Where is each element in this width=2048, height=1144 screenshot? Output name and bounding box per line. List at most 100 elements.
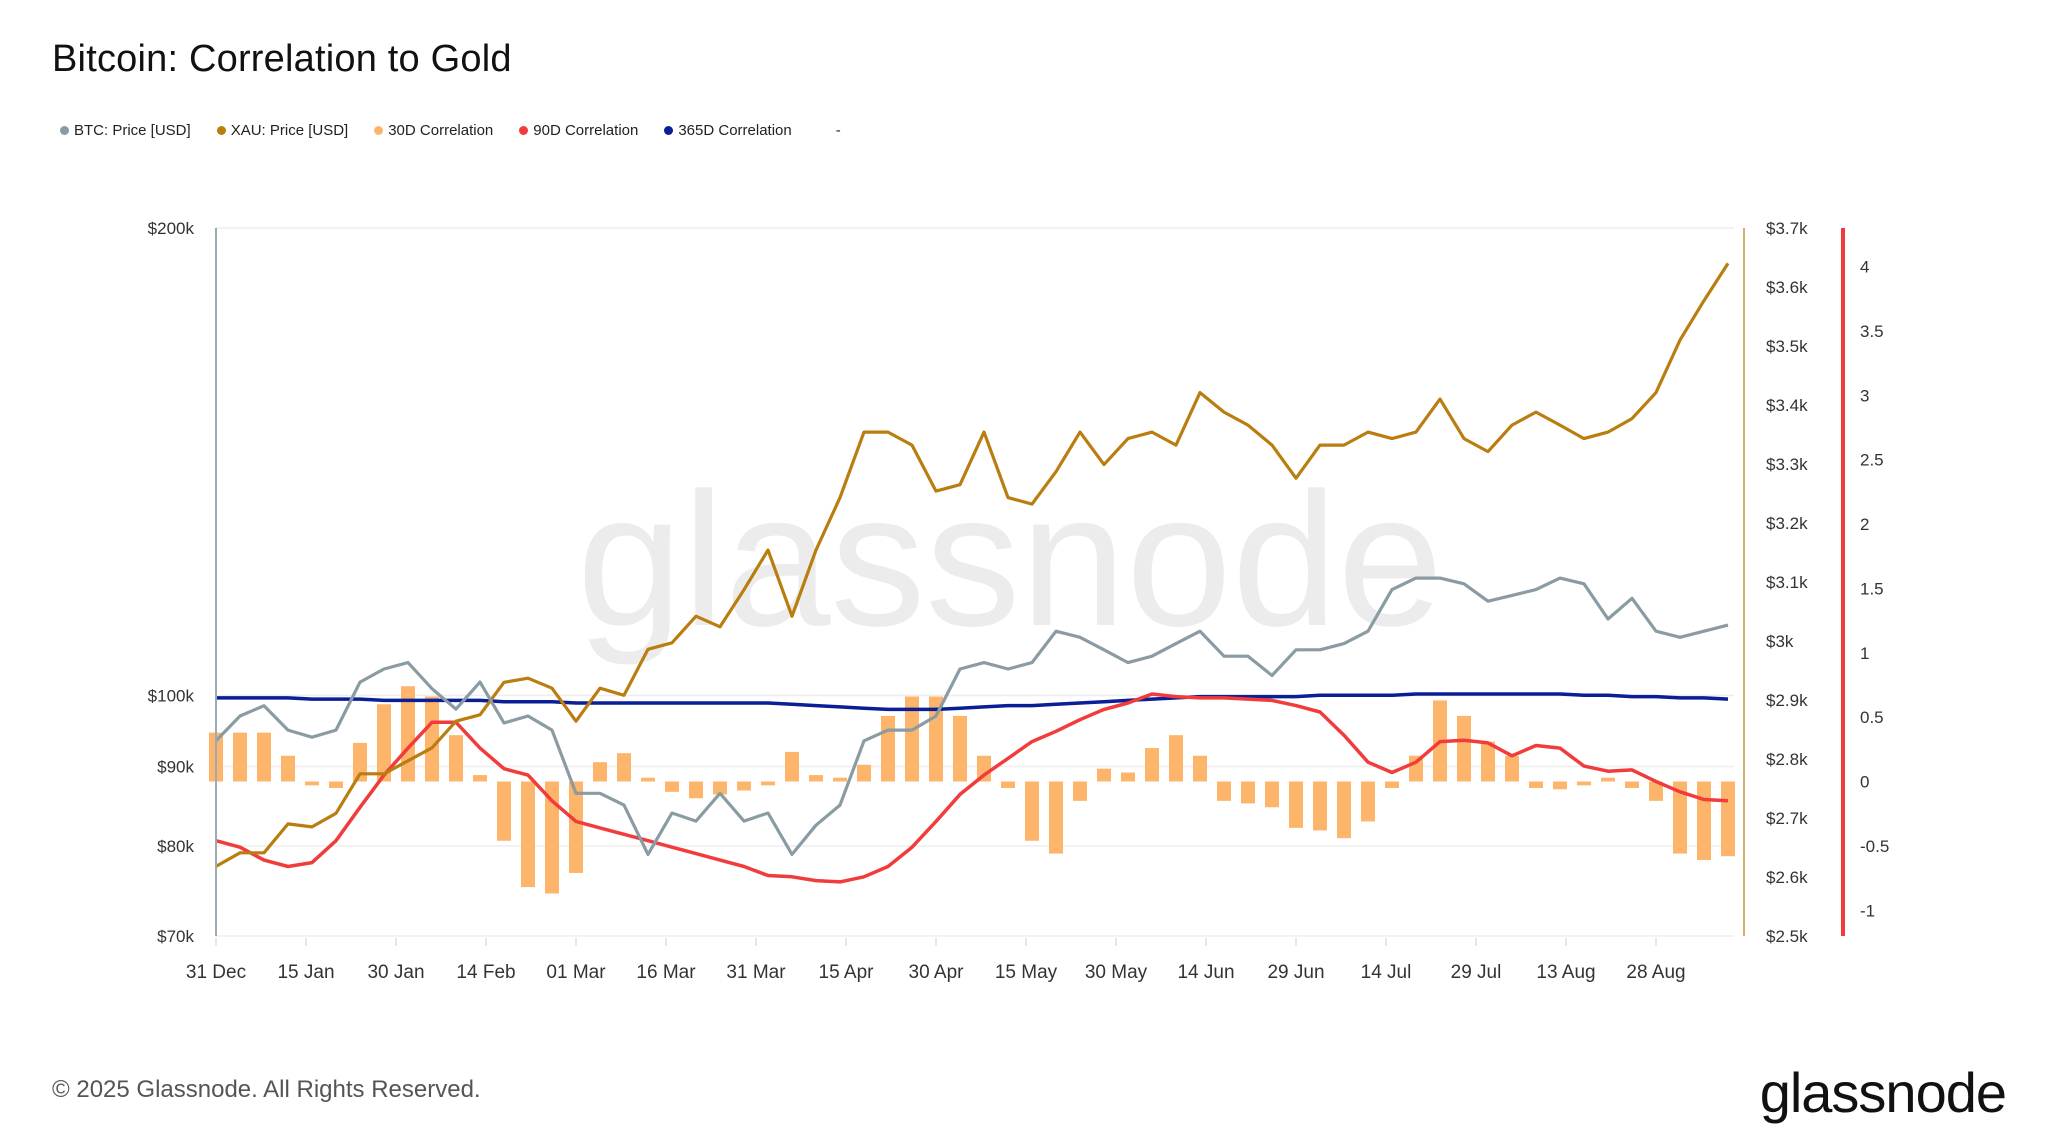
bar-30d-correlation — [496, 781, 512, 841]
x-tick-label: 31 Mar — [726, 962, 786, 983]
x-tick-label: 28 Aug — [1626, 962, 1685, 983]
bar-30d-correlation — [1672, 781, 1688, 854]
x-tick-label: 14 Jul — [1361, 962, 1412, 983]
bar-30d-correlation — [1216, 781, 1232, 801]
bar-30d-correlation — [712, 781, 728, 795]
y-tick-label-corr: -0.5 — [1860, 837, 1889, 856]
y-tick-label-corr: 3 — [1860, 386, 1869, 405]
y-tick-label-btc: $100k — [148, 686, 195, 705]
bar-30d-correlation — [832, 777, 848, 782]
bar-30d-correlation — [664, 781, 680, 792]
bar-30d-correlation — [424, 696, 440, 782]
legend-label: 90D Correlation — [533, 122, 639, 139]
y-tick-label-corr: 1 — [1860, 644, 1869, 663]
legend-item-dash[interactable]: - — [836, 122, 841, 139]
y-tick-label-corr: 2 — [1860, 515, 1869, 534]
legend-label: - — [835, 122, 841, 139]
bar-30d-correlation — [640, 777, 656, 782]
legend-item-365d-correlation[interactable]: 365D Correlation — [664, 122, 792, 139]
bar-30d-correlation — [256, 732, 272, 782]
y-tick-label-xau: $2.7k — [1766, 809, 1808, 828]
legend-dot-icon — [60, 126, 69, 135]
bar-30d-correlation — [1000, 781, 1016, 788]
bar-30d-correlation — [784, 751, 800, 782]
line-btc-price-usd — [214, 576, 1729, 857]
bar-30d-correlation — [1624, 781, 1640, 788]
y-tick-label-btc: $80k — [157, 837, 194, 856]
legend-dot-icon — [519, 126, 529, 135]
bar-30d-correlation — [1288, 781, 1304, 828]
x-tick-label: 15 Apr — [819, 962, 875, 983]
x-tick-label: 14 Feb — [456, 962, 515, 983]
bar-30d-correlation — [1096, 768, 1112, 782]
legend-item-30d-correlation[interactable]: 30D Correlation — [374, 122, 493, 139]
bar-30d-correlation — [1264, 781, 1280, 808]
y-tick-label-xau: $3k — [1766, 632, 1794, 651]
bar-30d-correlation — [1384, 781, 1400, 788]
bar-30d-correlation — [304, 781, 320, 786]
axes: $200k $100k $90k $80k $70k $3.7k $3.6k $3.5k $3.… — [148, 219, 1890, 983]
line-90d-correlation — [215, 692, 1729, 884]
legend-item-xau-price[interactable]: XAU: Price [USD] — [216, 122, 348, 139]
bar-30d-correlation — [1120, 772, 1136, 782]
copyright-text: © 2025 Glassnode. All Rights Reserved. — [52, 1076, 481, 1103]
bar-30d-correlation — [904, 696, 920, 782]
bar-30d-correlation — [1024, 781, 1040, 841]
y-tick-label-xau: $2.5k — [1766, 927, 1808, 946]
bar-30d-correlation — [1168, 735, 1184, 782]
bar-30d-correlation — [1048, 781, 1064, 854]
x-tick-label: 15 May — [995, 962, 1058, 983]
bar-30d-correlation — [1336, 781, 1352, 839]
y-tick-label-xau: $3.2k — [1766, 514, 1808, 533]
bar-30d-correlation — [856, 764, 872, 782]
bar-30d-correlation — [1456, 715, 1472, 782]
bar-30d-correlation — [1072, 781, 1088, 801]
y-tick-label-btc: $90k — [157, 758, 194, 777]
bar-30d-correlation — [352, 742, 368, 782]
line-xau-price-usd — [215, 262, 1730, 868]
x-tick-label: 29 Jun — [1267, 962, 1324, 983]
legend-dot-icon — [664, 126, 674, 135]
y-tick-label-xau: $2.9k — [1766, 691, 1808, 710]
legend-label: BTC: Price [USD] — [74, 122, 191, 139]
bar-30d-correlation — [688, 781, 704, 799]
bar-30d-correlation — [1720, 781, 1736, 857]
y-tick-label-xau: $3.6k — [1766, 278, 1808, 297]
legend-label: 30D Correlation — [388, 122, 494, 139]
y-tick-label-xau: $3.4k — [1766, 396, 1808, 415]
bar-30d-correlation — [328, 781, 344, 788]
x-tick-label: 29 Jul — [1451, 962, 1502, 983]
series-lines — [214, 262, 1730, 884]
bar-30d-correlation — [880, 715, 896, 782]
y-tick-label-corr: 0.5 — [1860, 708, 1884, 727]
x-tick-label: 01 Mar — [546, 962, 606, 983]
bar-30d-correlation — [592, 762, 608, 782]
x-tick-label: 30 May — [1085, 962, 1148, 983]
line-365d-correlation — [216, 692, 1729, 712]
bar-30d-correlation — [808, 775, 824, 782]
y-tick-label-xau: $3.5k — [1766, 337, 1808, 356]
y-tick-label-corr: 3.5 — [1860, 322, 1884, 341]
bar-30d-correlation — [544, 781, 560, 894]
y-tick-label-btc: $70k — [157, 927, 194, 946]
legend-item-btc-price[interactable]: BTC: Price [USD] — [60, 122, 191, 139]
bar-30d-correlation — [1696, 781, 1712, 861]
x-tick-label: 31 Dec — [186, 962, 246, 983]
bar-30d-correlation — [1648, 781, 1664, 801]
y-tick-label-corr: -1 — [1860, 901, 1875, 920]
x-tick-label: 14 Jun — [1177, 962, 1234, 983]
y-tick-label-xau: $2.8k — [1766, 750, 1808, 769]
bar-30d-correlation — [1240, 781, 1256, 804]
legend-item-90d-correlation[interactable]: 90D Correlation — [519, 122, 638, 139]
bar-30d-correlation — [376, 704, 392, 782]
bar-30d-correlation — [976, 755, 992, 782]
y-tick-label-xau: $3.7k — [1766, 219, 1808, 238]
bar-30d-correlation — [1480, 741, 1496, 782]
bar-30d-correlation — [1360, 781, 1376, 822]
glassnode-logo: glassnode — [1759, 1061, 2007, 1124]
y-tick-label-xau: $3.1k — [1766, 573, 1808, 592]
y-tick-label-xau: $3.3k — [1766, 455, 1808, 474]
bar-30d-correlation — [1552, 781, 1568, 790]
y-tick-label-corr: 1.5 — [1860, 579, 1884, 598]
